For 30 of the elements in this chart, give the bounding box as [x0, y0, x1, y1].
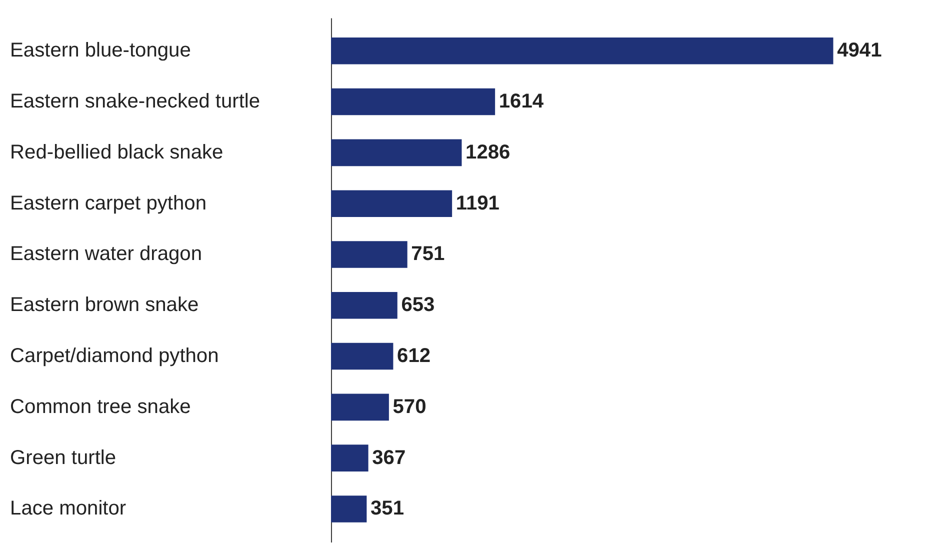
bar: [331, 342, 394, 370]
y-tick-label: Carpet/diamond python: [10, 345, 219, 368]
data-label: 751: [411, 243, 445, 266]
data-label: 1286: [466, 141, 510, 164]
y-tick-label: Eastern snake-necked turtle: [10, 90, 260, 113]
bar: [331, 38, 834, 64]
y-tick-label: Red-bellied black snake: [10, 141, 224, 164]
y-tick-label: Eastern blue-tongue: [10, 40, 191, 62]
bar: [331, 88, 496, 116]
bar: [331, 292, 398, 319]
y-tick-label: Eastern water dragon: [10, 243, 202, 266]
data-label: 570: [392, 396, 426, 418]
data-label: 367: [372, 446, 406, 469]
data-label: 653: [401, 294, 435, 316]
bar: [331, 444, 368, 472]
bar: [331, 241, 408, 268]
y-tick-label: Common tree snake: [10, 396, 191, 418]
y-tick-label: Lace monitor: [10, 498, 126, 520]
data-label: 351: [370, 498, 404, 520]
y-tick-label: Eastern carpet python: [10, 192, 206, 214]
y-tick-label: Eastern brown snake: [10, 294, 199, 316]
bar: [331, 394, 389, 421]
data-label: 4941: [837, 40, 882, 62]
data-label: 1614: [498, 90, 544, 113]
bar: [331, 190, 452, 217]
bar: [331, 139, 462, 166]
data-label: 612: [397, 345, 431, 368]
y-tick-label: Green turtle: [10, 446, 116, 469]
data-label: 1191: [456, 192, 500, 214]
bar: [331, 496, 367, 522]
